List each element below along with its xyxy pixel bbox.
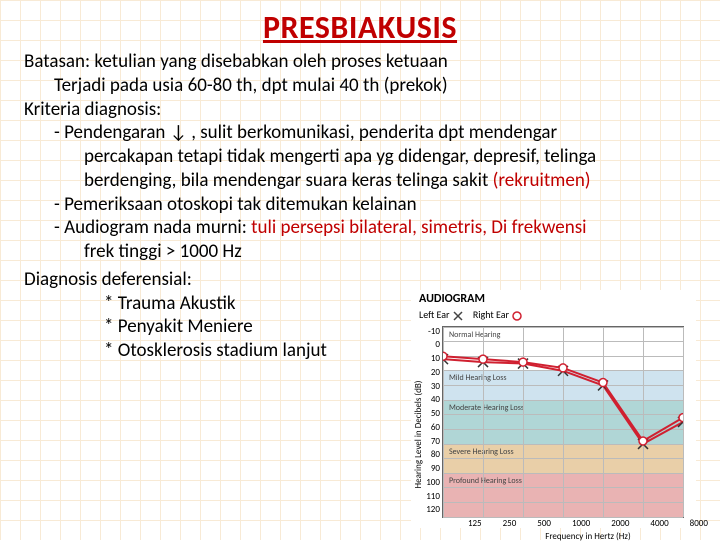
legend-left-label: Left Ear <box>419 308 450 321</box>
krit-1c: berdenging, bila mendengar suara keras t… <box>84 169 696 193</box>
krit-2: - Pemeriksaan otoskopi tak ditemukan kel… <box>54 193 696 217</box>
kriteria-line: Kriteria diagnosis: <box>24 98 696 122</box>
terjadi-line: Terjadi pada usia 60-80 th, dpt mulai 40… <box>54 74 696 98</box>
krit-3-pre: - Audiogram nada murni: <box>54 216 251 239</box>
krit-1c-red: (rekruitmen) <box>493 169 591 192</box>
legend-right-label: Right Ear <box>473 308 509 321</box>
batasan-line: Batasan: ketulian yang disebabkan oleh p… <box>24 50 696 74</box>
audiogram-yaxis: -100102030405060708090100110120 <box>426 326 442 516</box>
audiogram-title: AUDIOGRAM <box>419 292 696 307</box>
krit-3-red: tuli persepsi bilateral, simetris, Di fr… <box>251 216 586 239</box>
audiogram-xlabel: Frequency in Hertz (Hz) <box>468 531 708 542</box>
krit-3b: frek tinggi > 1000 Hz <box>84 240 696 264</box>
legend-left-marker <box>452 310 464 322</box>
audiogram-plot: Normal HearingMild Hearing LossModerate … <box>442 326 684 518</box>
audiogram-legend: Left Ear Right Ear <box>419 309 696 322</box>
krit-1a: - Pendengaran ↓ , sulit berkomunikasi, p… <box>54 121 696 145</box>
legend-right-marker <box>511 310 523 322</box>
krit-1c-pre: berdenging, bila mendengar suara keras t… <box>84 169 493 192</box>
krit-1b: percakapan tetapi tidak mengerti apa yg … <box>84 145 696 169</box>
page-title: PRESBIAKUSIS <box>24 8 696 48</box>
audiogram-ylabel: Hearing Level in Decibels (dB) <box>411 326 426 542</box>
audiogram-xaxis: 1252505001000200040008000 <box>468 518 708 529</box>
krit-3: - Audiogram nada murni: tuli persepsi bi… <box>54 216 696 240</box>
diag-def: Diagnosis deferensial: <box>24 268 696 292</box>
audiogram-figure: AUDIOGRAM Left Ear Right Ear Hearing Lev… <box>411 290 696 528</box>
